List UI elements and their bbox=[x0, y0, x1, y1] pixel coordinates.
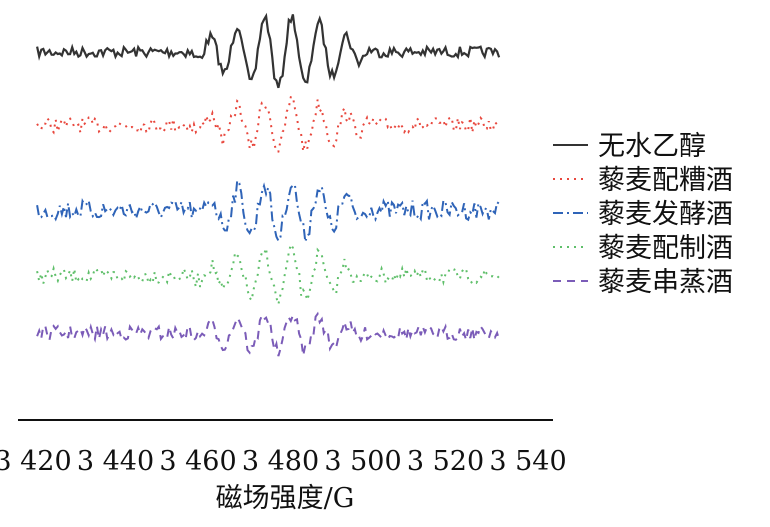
x-axis-title: 磁场强度/G bbox=[216, 483, 355, 514]
legend-label: 藜麦配糟酒 bbox=[598, 165, 733, 196]
x-tick-label: 3 440 bbox=[77, 446, 154, 477]
series-line bbox=[36, 311, 501, 357]
legend-label: 藜麦配制酒 bbox=[598, 233, 733, 264]
series-line bbox=[36, 178, 500, 243]
series-line bbox=[36, 12, 501, 89]
x-tick-label: 3 540 bbox=[489, 446, 566, 477]
legend-label: 无水乙醇 bbox=[598, 131, 706, 162]
series-line bbox=[36, 95, 500, 153]
x-tick-labels: 3 420 3 440 3 460 3 480 3 500 3 520 3 540 bbox=[0, 446, 567, 477]
x-tick-label: 3 460 bbox=[159, 446, 236, 477]
x-tick-label: 3 420 bbox=[0, 446, 72, 477]
x-tick-label: 3 520 bbox=[407, 446, 484, 477]
x-tick-label: 3 500 bbox=[324, 446, 401, 477]
legend-label: 藜麦串蒸酒 bbox=[598, 267, 733, 298]
series-line bbox=[36, 241, 500, 309]
legend-label: 藜麦发酵酒 bbox=[598, 199, 733, 230]
x-tick-label: 3 480 bbox=[242, 446, 319, 477]
spectra-traces bbox=[36, 12, 501, 357]
